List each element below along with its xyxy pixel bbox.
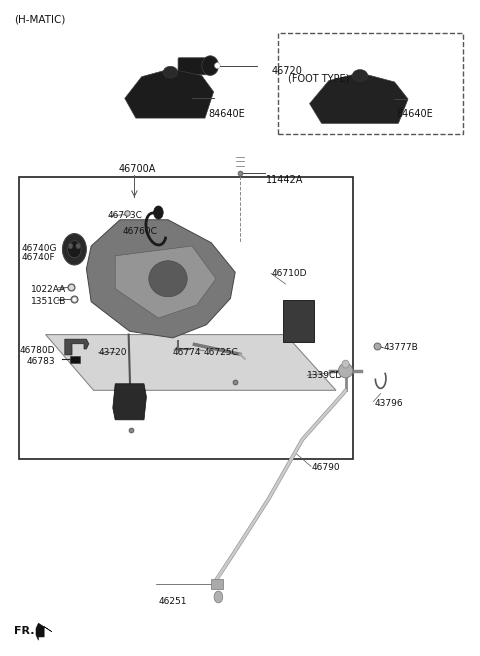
Text: 43796: 43796 (374, 399, 403, 408)
Bar (278, 33, 463, 134)
Text: FR.: FR. (14, 626, 35, 636)
Polygon shape (46, 335, 336, 390)
Bar (19, 177, 353, 459)
Text: 46710D: 46710D (271, 269, 307, 278)
Text: 46790: 46790 (312, 463, 341, 472)
Ellipse shape (62, 234, 86, 265)
Polygon shape (310, 73, 408, 123)
Text: 46251: 46251 (158, 597, 187, 606)
Text: (FOOT TYPE): (FOOT TYPE) (288, 73, 349, 83)
Ellipse shape (338, 363, 353, 378)
Text: 46740G: 46740G (22, 244, 57, 253)
Text: 46783: 46783 (26, 357, 55, 366)
Polygon shape (115, 246, 216, 318)
Ellipse shape (352, 70, 368, 81)
Polygon shape (65, 339, 89, 355)
Ellipse shape (214, 591, 223, 603)
Polygon shape (113, 384, 146, 420)
Text: 46725C: 46725C (204, 348, 239, 357)
Text: 46780D: 46780D (19, 346, 55, 356)
Polygon shape (36, 623, 52, 640)
Ellipse shape (154, 206, 163, 219)
Ellipse shape (76, 243, 81, 249)
Text: 46700A: 46700A (118, 165, 156, 174)
Text: 1351CB: 1351CB (31, 297, 67, 306)
Text: 11442A: 11442A (266, 174, 304, 185)
Ellipse shape (149, 260, 187, 297)
Text: 84640E: 84640E (209, 109, 246, 119)
FancyBboxPatch shape (178, 58, 211, 75)
Text: 43720: 43720 (98, 348, 127, 357)
Ellipse shape (68, 241, 81, 258)
Text: 1022AA: 1022AA (31, 285, 66, 295)
Text: (H-MATIC): (H-MATIC) (14, 14, 66, 24)
Ellipse shape (215, 63, 220, 69)
Bar (283, 300, 314, 342)
Ellipse shape (202, 56, 219, 75)
Polygon shape (86, 220, 235, 338)
Ellipse shape (342, 360, 349, 368)
Ellipse shape (68, 243, 73, 249)
Text: 46760C: 46760C (122, 227, 157, 236)
Bar (70, 356, 80, 363)
Text: 1339CD: 1339CD (307, 371, 343, 380)
Text: 46773C: 46773C (108, 211, 143, 220)
Text: 43777B: 43777B (384, 343, 419, 352)
Text: 84640E: 84640E (396, 109, 433, 119)
Bar (211, 579, 223, 589)
Text: 46774: 46774 (173, 348, 201, 357)
Text: 46740F: 46740F (22, 253, 55, 262)
Ellipse shape (163, 66, 178, 78)
Text: 46720: 46720 (271, 66, 302, 76)
FancyBboxPatch shape (178, 68, 192, 96)
Polygon shape (125, 69, 214, 118)
